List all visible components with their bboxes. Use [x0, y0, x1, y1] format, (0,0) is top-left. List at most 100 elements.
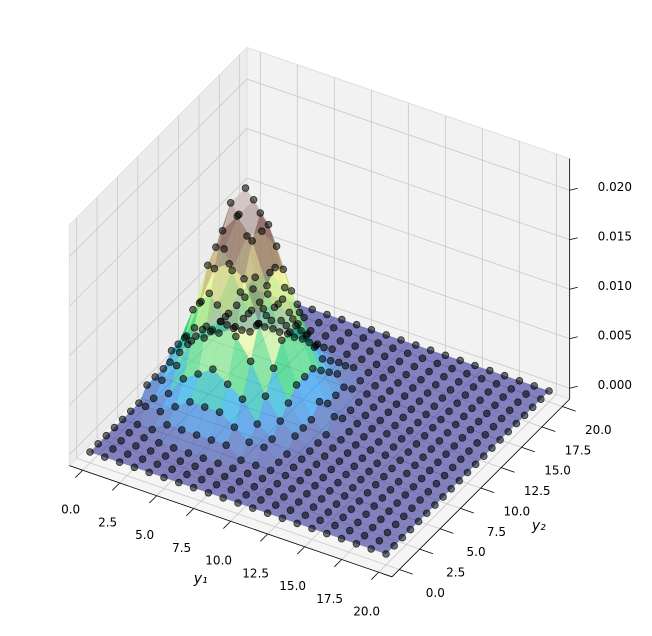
data-point [245, 438, 253, 446]
data-point [238, 395, 247, 404]
y-tick-label: 20.0 [585, 423, 612, 437]
data-point [383, 429, 391, 438]
data-point [294, 498, 303, 506]
data-point [172, 361, 181, 370]
data-point [363, 390, 371, 398]
data-point [431, 501, 439, 509]
data-point [352, 539, 361, 548]
data-point [260, 323, 269, 331]
data-point [266, 268, 274, 277]
data-point [143, 381, 151, 389]
data-point [210, 264, 219, 273]
x-tick [75, 469, 83, 478]
data-point [215, 329, 223, 337]
data-point [340, 492, 349, 500]
data-point [249, 504, 257, 512]
data-point [213, 301, 222, 309]
data-point [205, 289, 214, 298]
y-tick [541, 426, 556, 432]
data-point [237, 456, 245, 465]
data-point [426, 346, 435, 355]
data-point [411, 461, 419, 470]
data-point [110, 423, 119, 432]
data-point [377, 395, 386, 403]
data-point [223, 380, 232, 389]
data-point [241, 184, 250, 192]
data-point [241, 293, 249, 301]
data-point [186, 398, 194, 406]
data-point [343, 449, 352, 457]
data-point [246, 357, 255, 366]
data-point [232, 332, 240, 341]
data-point [488, 444, 496, 452]
data-point [118, 415, 127, 424]
data-point [479, 452, 488, 461]
y-tick-label: 7.5 [487, 525, 506, 539]
data-point [432, 479, 441, 488]
data-point [352, 320, 361, 329]
data-point [311, 481, 319, 490]
data-point [368, 523, 377, 532]
data-point [476, 396, 484, 404]
data-point [160, 473, 168, 482]
data-point [458, 434, 467, 442]
data-point [257, 227, 266, 236]
data-point [206, 327, 215, 336]
data-point [497, 414, 506, 423]
data-point [380, 472, 388, 481]
data-point [448, 463, 457, 472]
data-point [367, 325, 376, 334]
data-point [212, 243, 220, 252]
data-point [417, 474, 426, 483]
data-point [456, 356, 465, 365]
data-point [420, 431, 429, 440]
data-point [273, 479, 282, 488]
x-tick-label: 12.5 [242, 566, 269, 580]
data-point [199, 454, 208, 462]
data-point [457, 455, 465, 464]
data-point [115, 458, 124, 467]
data-point [240, 274, 248, 283]
data-point [504, 427, 513, 436]
data-point [269, 324, 277, 333]
data-point [407, 405, 416, 414]
data-point [317, 366, 325, 375]
data-point [417, 375, 425, 384]
data-point [343, 350, 351, 359]
data-point [309, 503, 318, 511]
data-point [235, 477, 244, 486]
data-point [397, 435, 406, 443]
data-point [212, 480, 221, 489]
data-point [227, 485, 236, 494]
data-point [383, 528, 392, 537]
data-point [507, 385, 516, 393]
data-point [291, 432, 299, 440]
data-point [323, 399, 332, 408]
data-point [260, 443, 268, 452]
data-point [125, 428, 134, 437]
data-point [302, 331, 311, 340]
data-point [378, 494, 387, 502]
y-tick [419, 548, 434, 555]
data-point [344, 329, 353, 337]
data-point [438, 394, 447, 402]
z-tick-label: 0.020 [598, 180, 632, 194]
data-point [545, 387, 553, 395]
x-tick-label: 17.5 [316, 592, 343, 606]
data-point [431, 381, 440, 389]
data-point [179, 374, 188, 383]
data-point [353, 419, 362, 428]
data-point [454, 377, 463, 386]
data-point [297, 326, 305, 335]
data-point [350, 462, 359, 471]
data-point [168, 465, 176, 474]
y-tick-label: 2.5 [446, 566, 465, 580]
data-point [461, 391, 470, 399]
data-point [159, 364, 168, 373]
data-point [394, 378, 402, 387]
data-point [412, 440, 421, 448]
data-point [337, 315, 346, 324]
data-point [283, 450, 291, 458]
data-point [334, 358, 343, 367]
y-axis-line [391, 398, 570, 578]
